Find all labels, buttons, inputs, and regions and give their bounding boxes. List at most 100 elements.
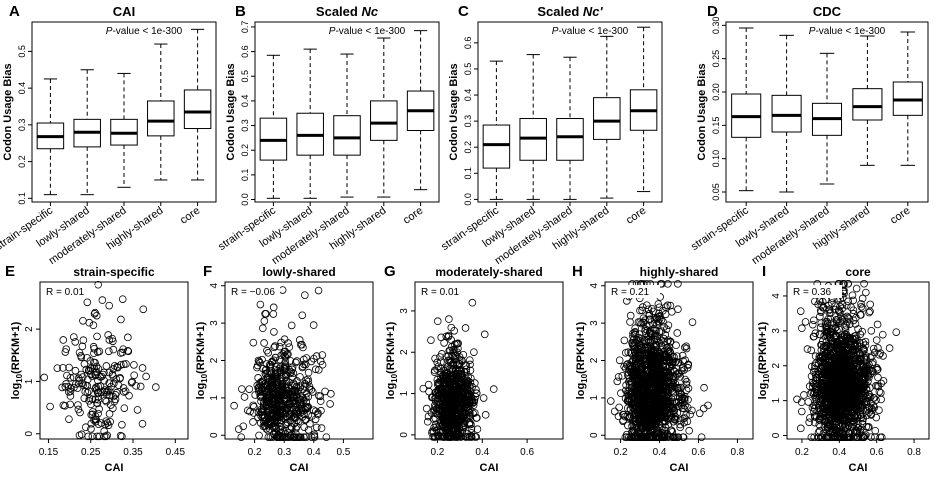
x-tick-label: 0.4 <box>475 447 489 458</box>
data-point <box>309 321 318 329</box>
data-point <box>238 385 246 393</box>
data-point <box>258 355 266 364</box>
data-point <box>322 433 331 441</box>
chart-title-text: CAI <box>113 4 135 19</box>
data-point <box>286 416 295 425</box>
data-point <box>626 311 635 320</box>
data-point <box>81 423 90 432</box>
data-point <box>633 385 642 394</box>
data-point <box>86 357 95 365</box>
data-point <box>646 342 655 351</box>
data-point <box>606 397 615 405</box>
data-point <box>79 316 87 325</box>
y-tick-label: 0.4 <box>240 95 250 108</box>
data-point <box>443 428 452 437</box>
chart-title-text: Scaled <box>537 4 583 19</box>
data-point <box>619 417 627 426</box>
data-point <box>676 416 684 425</box>
x-axis-label: CAI <box>105 462 124 474</box>
data-point <box>657 392 666 401</box>
data-point <box>636 433 645 441</box>
data-point <box>642 428 650 437</box>
data-point <box>657 336 665 345</box>
data-point <box>460 419 469 428</box>
boxplot-panel-B: B Scaled Nc P-value < 1e-300 Codon Usage Bi… <box>216 3 440 267</box>
data-point <box>435 406 444 415</box>
data-point <box>634 386 643 395</box>
y-tick-label: 3 <box>399 308 410 314</box>
y-tick-label: 3 <box>209 320 220 326</box>
data-point <box>681 375 689 384</box>
data-point <box>287 387 296 396</box>
data-point <box>615 403 623 412</box>
data-point <box>270 401 279 409</box>
data-point <box>91 417 100 426</box>
p-value-annotation: P-value < 1e-300 <box>552 26 629 37</box>
data-point <box>289 369 298 377</box>
data-point <box>686 410 694 419</box>
data-point <box>424 412 433 421</box>
panel-letter: F <box>203 263 212 280</box>
data-point <box>636 356 645 364</box>
data-point <box>65 363 73 372</box>
data-point <box>119 345 128 353</box>
data-point <box>618 372 627 380</box>
data-point <box>625 433 633 441</box>
p-value-text: -value < 1e-300 <box>112 26 182 37</box>
data-point <box>666 362 674 371</box>
panel-letter: G <box>384 263 396 280</box>
data-point <box>649 324 658 333</box>
chart-title: highly-shared <box>640 265 719 279</box>
data-point <box>109 365 118 373</box>
data-point <box>295 406 303 415</box>
data-point <box>654 317 662 325</box>
data-point <box>280 352 289 360</box>
data-point <box>647 365 656 374</box>
data-point <box>662 393 670 401</box>
data-point <box>84 432 93 441</box>
data-point <box>292 383 300 391</box>
y-tick-label: 0 <box>589 432 600 438</box>
data-point <box>307 357 316 366</box>
data-point <box>326 400 334 408</box>
data-point <box>246 407 254 416</box>
x-tick-label: 0.4 <box>653 447 667 458</box>
data-point <box>645 353 654 361</box>
data-point <box>629 371 638 379</box>
data-point <box>257 397 265 406</box>
data-point <box>672 341 680 350</box>
scatter-points <box>793 279 901 442</box>
y-axis-label-rpkm: (RPKM+1) <box>10 321 22 374</box>
data-point <box>465 398 474 406</box>
p-value-annotation: P-value < 1e-300 <box>809 26 886 37</box>
data-point <box>124 346 132 355</box>
data-point <box>296 373 304 381</box>
data-point <box>659 306 667 315</box>
data-point <box>869 344 878 353</box>
data-point <box>438 350 446 358</box>
x-tick-label: 0.2 <box>248 447 262 458</box>
data-point <box>46 402 54 411</box>
data-point <box>872 336 881 344</box>
data-point <box>261 309 269 318</box>
box-core <box>183 89 212 130</box>
data-point <box>442 376 451 385</box>
data-point <box>454 405 463 414</box>
y-tick-label: 0.30 <box>711 17 721 35</box>
data-point <box>682 411 690 419</box>
data-point <box>673 433 681 441</box>
data-point <box>118 295 127 303</box>
p-value-italic: P <box>809 26 816 37</box>
data-point <box>96 372 105 381</box>
data-point <box>314 366 323 374</box>
x-tick-label: 0.6 <box>692 447 706 458</box>
data-point <box>249 418 257 426</box>
y-tick-label: 0.2 <box>17 155 27 168</box>
data-point <box>237 433 246 441</box>
data-point <box>454 374 462 383</box>
data-point <box>654 300 663 308</box>
data-point <box>273 374 281 383</box>
data-point <box>433 317 442 326</box>
y-tick-label: 0.4 <box>463 89 473 102</box>
